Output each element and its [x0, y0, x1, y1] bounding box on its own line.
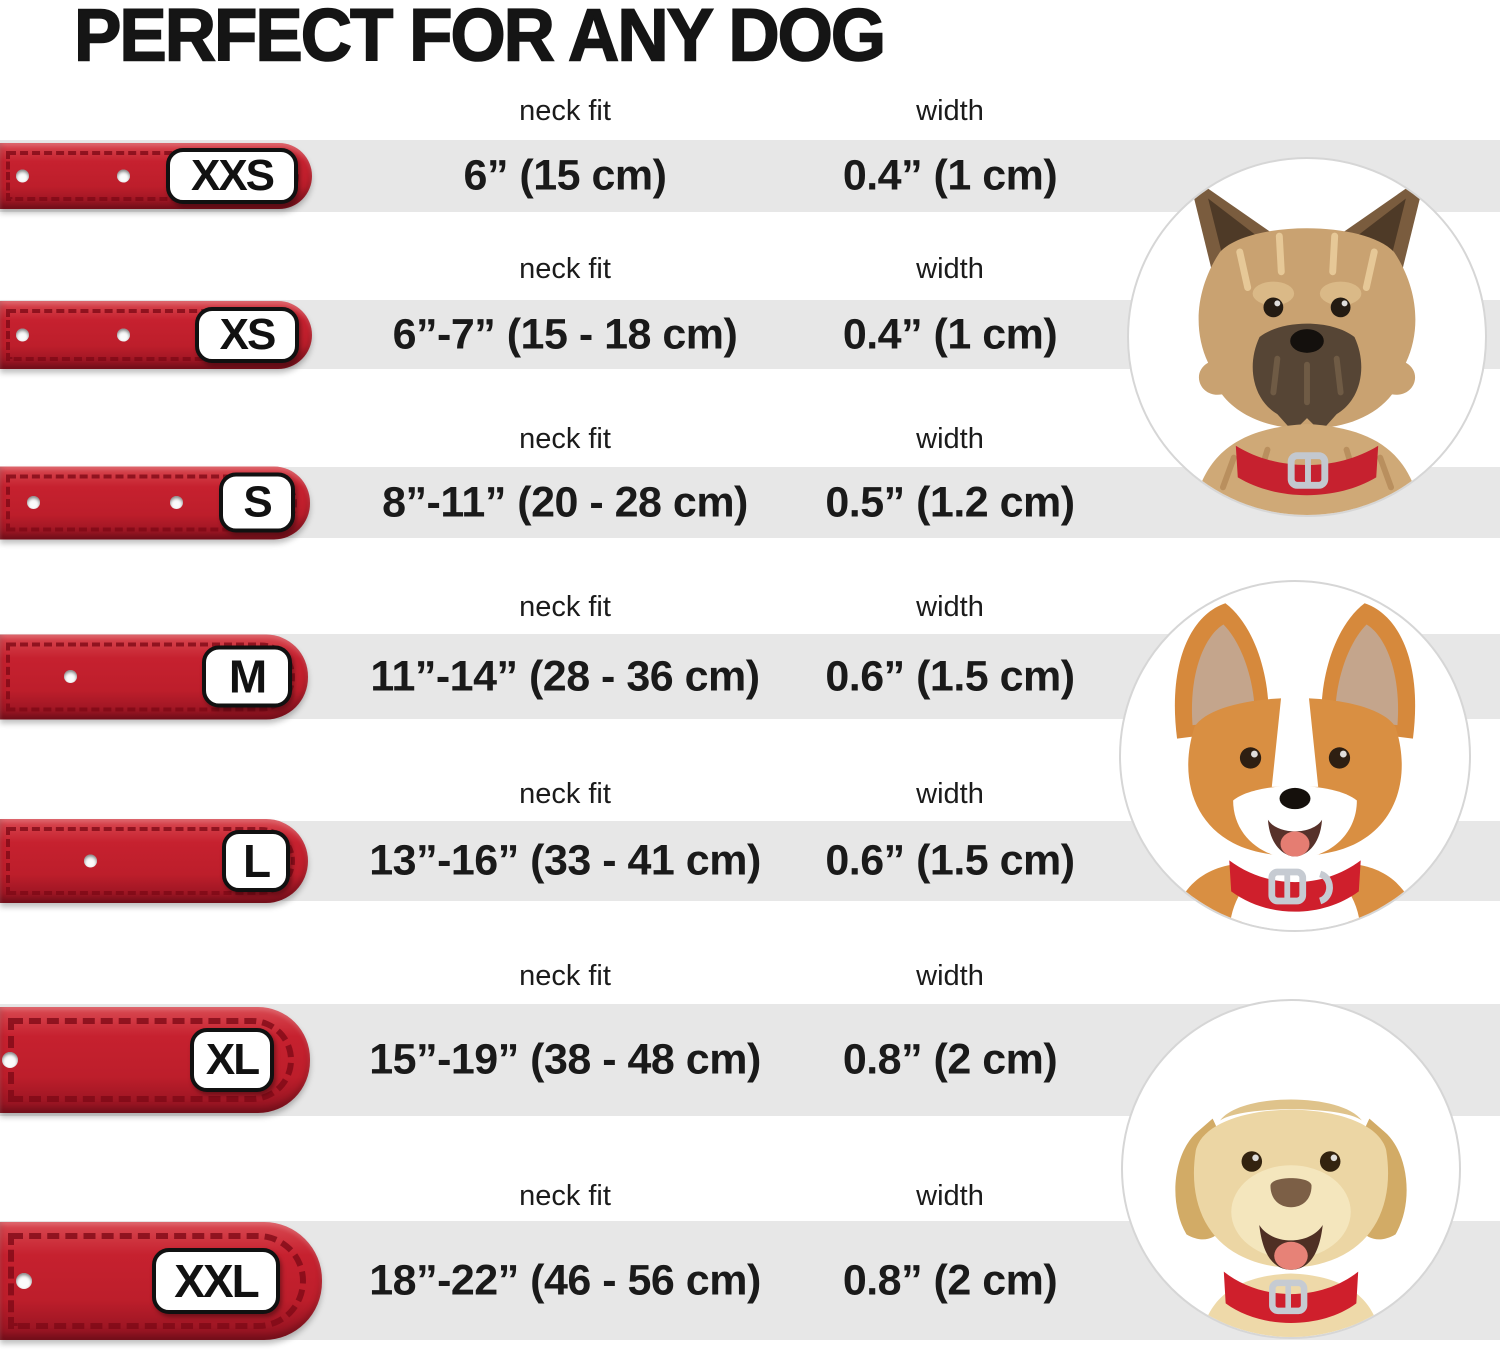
collar-hole	[27, 496, 40, 509]
size-badge: M	[202, 645, 292, 708]
neck-fit-value: 8”-11” (20 - 28 cm)	[382, 478, 748, 526]
width-header: width	[916, 591, 984, 623]
size-band: XL 15”-19” (38 - 48 cm) 0.8” (2 cm)	[0, 1004, 1500, 1116]
width-value: 0.8” (2 cm)	[842, 1256, 1058, 1304]
width-value: 0.8” (2 cm)	[842, 1035, 1058, 1084]
red-collar-photo: XS	[0, 300, 312, 369]
neck-fit-header: neck fit	[519, 253, 611, 285]
size-badge: XXS	[166, 148, 298, 204]
size-badge: S	[219, 472, 295, 533]
terrier-illustration	[1188, 174, 1426, 515]
red-collar-photo: M	[0, 634, 308, 719]
neck-fit-header: neck fit	[519, 1180, 611, 1212]
page-title: PERFECT FOR ANY DOG	[73, 0, 887, 78]
red-collar-photo: L	[0, 819, 308, 903]
collar-hole	[84, 854, 97, 868]
size-badge: L	[222, 830, 290, 892]
neck-fit-header: neck fit	[519, 591, 611, 623]
neck-fit-header: neck fit	[519, 95, 611, 127]
width-header: width	[916, 778, 984, 810]
width-value: 0.4” (1 cm)	[842, 151, 1058, 200]
red-collar-photo: XXS	[0, 143, 312, 209]
collar-hole	[16, 169, 29, 183]
corgi-illustration	[1171, 603, 1419, 930]
neck-fit-value: 11”-14” (28 - 36 cm)	[370, 652, 760, 700]
collar-hole	[117, 169, 130, 183]
column-headers: neck fit width	[0, 253, 1500, 289]
labrador-photo	[1121, 999, 1461, 1339]
collar-hole	[64, 670, 77, 683]
column-headers: neck fit width	[0, 960, 1500, 996]
neck-fit-header: neck fit	[519, 960, 611, 992]
collar-hole	[2, 1052, 18, 1068]
width-header: width	[916, 423, 984, 455]
column-headers: neck fit width	[0, 591, 1500, 627]
collar-hole	[16, 1272, 32, 1289]
collar-hole	[170, 496, 183, 509]
column-headers: neck fit width	[0, 95, 1500, 131]
size-badge: XXL	[152, 1247, 280, 1314]
size-badge: XS	[195, 306, 299, 363]
red-collar-photo: S	[0, 466, 310, 539]
width-value: 0.6” (1.5 cm)	[825, 652, 1075, 700]
width-header: width	[916, 1180, 984, 1212]
neck-fit-header: neck fit	[519, 778, 611, 810]
red-collar-photo: XXL	[0, 1221, 322, 1340]
column-headers: neck fit width	[0, 423, 1500, 459]
terrier-photo	[1127, 157, 1487, 517]
neck-fit-value: 6” (15 cm)	[463, 151, 667, 200]
width-header: width	[916, 95, 984, 127]
column-headers: neck fit width	[0, 778, 1500, 814]
width-value: 0.6” (1.5 cm)	[825, 836, 1075, 885]
neck-fit-value: 18”-22” (46 - 56 cm)	[369, 1256, 761, 1304]
neck-fit-header: neck fit	[519, 423, 611, 455]
red-collar-photo: XL	[0, 1007, 310, 1113]
width-value: 0.4” (1 cm)	[842, 310, 1058, 358]
neck-fit-value: 6”-7” (15 - 18 cm)	[392, 310, 738, 358]
collar-hole	[117, 328, 130, 341]
labrador-illustration	[1175, 1099, 1407, 1337]
width-header: width	[916, 960, 984, 992]
neck-fit-value: 13”-16” (33 - 41 cm)	[369, 836, 761, 885]
size-badge: XL	[190, 1028, 274, 1092]
corgi-photo	[1119, 580, 1471, 932]
collar-hole	[16, 328, 29, 341]
column-headers: neck fit width	[0, 1180, 1500, 1216]
width-value: 0.5” (1.2 cm)	[825, 478, 1075, 526]
neck-fit-value: 15”-19” (38 - 48 cm)	[369, 1035, 761, 1084]
width-header: width	[916, 253, 984, 285]
